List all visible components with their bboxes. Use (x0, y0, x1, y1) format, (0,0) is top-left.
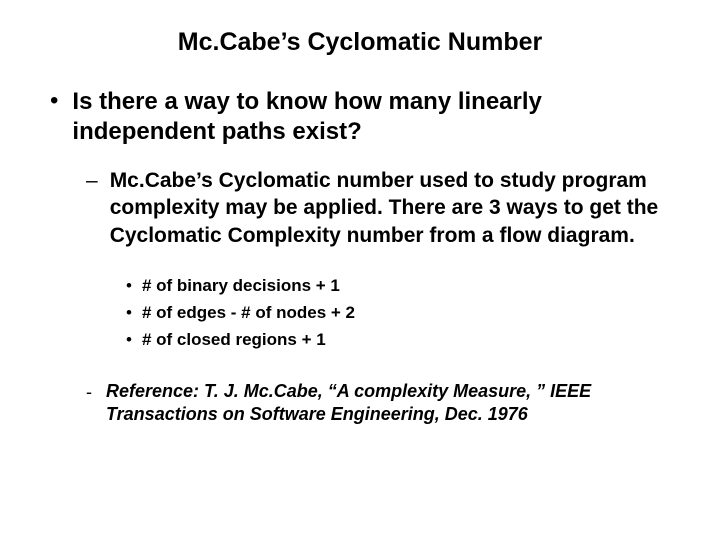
bullet-icon: • (126, 329, 132, 351)
bullet-row: • Is there a way to know how many linear… (50, 87, 680, 147)
bullet-level-3: • # of binary decisions + 1 • # of edges… (126, 275, 680, 352)
bullet-text: # of closed regions + 1 (142, 329, 326, 352)
bullet-row: – Mc.Cabe’s Cyclomatic number used to st… (86, 167, 680, 249)
bullet-text: # of binary decisions + 1 (142, 275, 340, 298)
bullet-icon: • (126, 275, 132, 297)
reference-text: Reference: T. J. Mc.Cabe, “A complexity … (106, 380, 680, 427)
bullet-row: • # of closed regions + 1 (126, 329, 680, 352)
bullet-row: - Reference: T. J. Mc.Cabe, “A complexit… (86, 380, 680, 427)
bullet-text: # of edges - # of nodes + 2 (142, 302, 355, 325)
reference-block: - Reference: T. J. Mc.Cabe, “A complexit… (86, 380, 680, 427)
bullet-icon: • (126, 302, 132, 324)
bullet-icon: • (50, 87, 58, 115)
bullet-row: • # of binary decisions + 1 (126, 275, 680, 298)
dash-icon: – (86, 167, 98, 194)
slide-title: Mc.Cabe’s Cyclomatic Number (40, 28, 680, 57)
bullet-text: Is there a way to know how many linearly… (72, 87, 680, 147)
bullet-level-1: • Is there a way to know how many linear… (50, 87, 680, 147)
bullet-level-2: – Mc.Cabe’s Cyclomatic number used to st… (86, 167, 680, 249)
bullet-row: • # of edges - # of nodes + 2 (126, 302, 680, 325)
dash-icon: - (86, 380, 92, 404)
bullet-text: Mc.Cabe’s Cyclomatic number used to stud… (110, 167, 680, 249)
